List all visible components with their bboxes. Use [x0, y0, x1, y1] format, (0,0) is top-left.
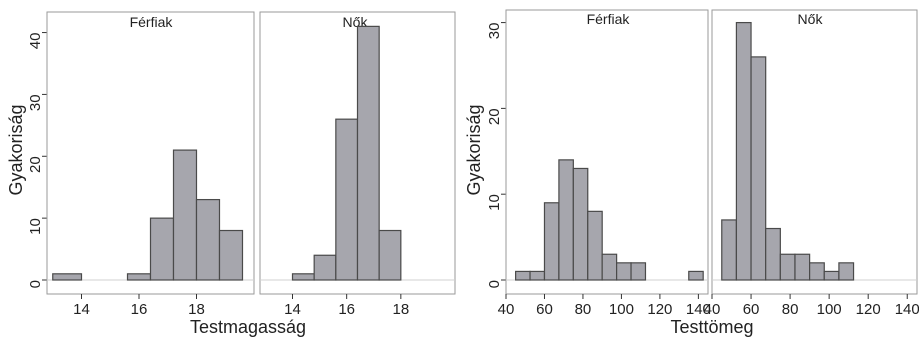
fig2-panel2-x-tick-label-5: 140 — [895, 301, 919, 318]
fig2-panel2-bar-6 — [809, 262, 825, 281]
fig2-panel1-bar-4 — [572, 167, 589, 281]
fig1-panel1-x-tick-label-0: 14 — [73, 301, 90, 318]
fig1-panel1-bar-4 — [195, 198, 221, 281]
fig2-panel2-frame — [711, 9, 918, 295]
fig2-y-axis-label: Gyakoriság — [464, 104, 484, 195]
fig2-panel1-bar-0 — [515, 270, 531, 281]
fig2-y-tick-label-2: 20 — [486, 108, 503, 125]
fig2-panel2-strip-label: Nők — [798, 11, 824, 27]
fig2-panel1-x-tick-label-3: 100 — [609, 301, 634, 318]
fig2-panel2-bar-5 — [794, 253, 811, 281]
fig2-panel2-bar-1 — [735, 21, 752, 281]
fig2-panel2-bar-2 — [750, 56, 767, 281]
fig1-y-tick-label-4: 40 — [27, 33, 44, 50]
fig1-panel1-x-tick-label-1: 16 — [131, 301, 148, 318]
fig2-y-tick-label-1: 10 — [486, 194, 503, 211]
fig1-panel2-bar-2 — [335, 118, 359, 281]
fig2-panel2-bar-7 — [823, 270, 840, 281]
fig1-panel1-bar-3 — [172, 149, 198, 281]
fig1-x-axis-label: Testmagasság — [190, 317, 306, 337]
fig2-panel2-bar-3 — [765, 227, 781, 281]
fig2-panel1-bar-1 — [529, 270, 546, 281]
fig2-panel2-x-tick-label-0: 40 — [704, 301, 721, 318]
fig1-panel1-bar-1 — [126, 273, 152, 281]
fig1-panel2-frame — [259, 11, 456, 295]
fig1-y-tick-label-2: 20 — [27, 156, 44, 173]
fig1-panel1-bar-5 — [218, 229, 244, 281]
fig1-panel2-bar-1 — [313, 254, 337, 281]
fig2-panel1-x-tick-label-2: 80 — [575, 301, 592, 318]
fig1-panel1-strip-label: Férfiak — [130, 14, 174, 30]
fig1-panel1-bar-2 — [149, 217, 175, 281]
chart-marks: 0 10 20 30 40 14 16 18 14 16 18 0 10 20 30 40 60 80 100 120… — [27, 9, 919, 318]
fig1-panel2-bar-0 — [291, 273, 315, 281]
fig2-panel2-x-tick-label-1: 60 — [743, 301, 760, 318]
fig2-y-tick-label-3: 30 — [486, 23, 503, 40]
fig1-y-tick-label-1: 10 — [27, 218, 44, 235]
fig2-panel2-x-tick-label-4: 120 — [856, 301, 881, 318]
fig1-panel2-x-tick-label-1: 16 — [338, 301, 355, 318]
fig2-panel1-x-tick-label-1: 60 — [536, 301, 553, 318]
fig2-panel1-bar-7 — [616, 262, 632, 281]
fig1-panel1-frame — [46, 11, 255, 295]
fig1-panel1-bar-0 — [52, 273, 83, 281]
fig2-panel1-bar-8 — [630, 262, 647, 281]
fig2-panel1-bar-9 — [688, 270, 704, 281]
fig1-panel2-x-tick-label-0: 14 — [284, 301, 301, 318]
fig2-panel1-strip-label: Férfiak — [587, 11, 631, 27]
fig2-panel1-x-tick-label-4: 120 — [647, 301, 672, 318]
fig2-panel2-x-tick-label-2: 80 — [782, 301, 799, 318]
fig2-x-axis-label: Testtömeg — [670, 317, 753, 337]
fig1-panel2-x-tick-label-2: 18 — [392, 301, 409, 318]
fig2-panel1-bar-2 — [543, 202, 560, 281]
fig1-panel2-bar-3 — [356, 25, 380, 281]
fig2-panel2-x-tick-label-3: 100 — [817, 301, 842, 318]
fig2-panel1-x-tick-label-0: 40 — [498, 301, 515, 318]
fig2-panel1-bar-3 — [558, 159, 574, 281]
fig1-panel2-bar-4 — [378, 229, 402, 281]
fig2-panel2-bar-0 — [721, 219, 738, 281]
fig2-panel1-bar-5 — [587, 210, 603, 281]
fig2-panel2-bar-4 — [779, 253, 796, 281]
fig2-panel1-frame — [505, 9, 709, 295]
fig1-panel1-x-tick-label-2: 18 — [188, 301, 205, 318]
fig2-panel2-bar-8 — [838, 262, 855, 281]
fig1-y-tick-label-0: 0 — [27, 280, 44, 288]
fig1-y-axis-label: Gyakoriság — [6, 104, 26, 195]
fig2-panel1-bar-6 — [601, 253, 618, 281]
fig2-y-tick-label-0: 0 — [486, 280, 503, 288]
fig1-y-tick-label-3: 30 — [27, 94, 44, 111]
fig2-panel1-x-tick-label-5: 140 — [686, 301, 711, 318]
